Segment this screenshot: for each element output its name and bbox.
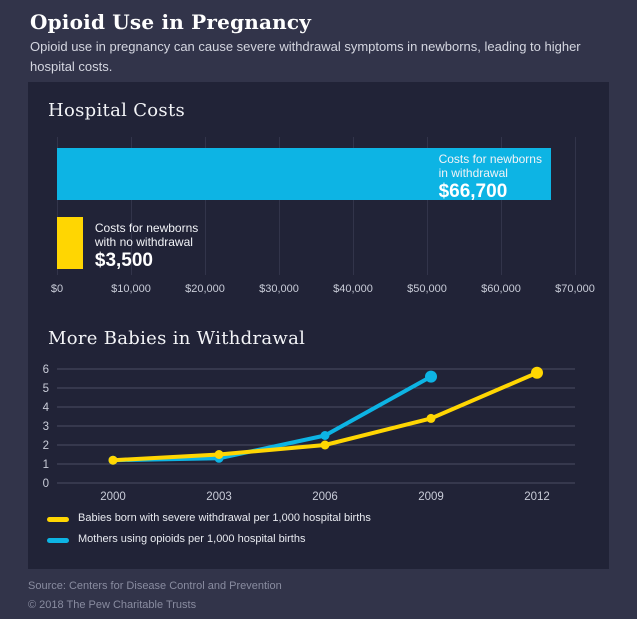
series-point: [320, 440, 330, 450]
page-title: Opioid Use in Pregnancy: [30, 10, 312, 34]
bar-chart-x-tick: $30,000: [259, 283, 299, 295]
bar-chart-gridline: [131, 137, 132, 275]
series-point: [426, 413, 436, 423]
series-point: [214, 450, 224, 459]
legend-swatch: [47, 538, 69, 543]
withdrawal-line-chart: 0 1 2 3 4 5 6 2000 2003 2006 2009 2012: [43, 364, 575, 503]
bar-chart-gridline: [279, 137, 280, 275]
series-point: [425, 370, 437, 383]
legend-label: Mothers using opioids per 1,000 hospital…: [78, 533, 306, 545]
bar-label-costs-newborns-no-withdrawal: Costs for newborns with no withdrawal $3,5…: [94, 221, 199, 271]
bar-label-text: Costs for newborns: [94, 221, 199, 235]
line-chart-x-tick: 2006: [312, 491, 338, 503]
series-point: [531, 366, 543, 379]
chart-panel: Hospital Costs $0 $10,000 $20,000 $30,000 $4…: [28, 82, 609, 569]
bar-label-text: with no withdrawal: [94, 234, 193, 249]
bar-label-text: in withdrawal: [438, 165, 508, 180]
bar-chart-gridline: [205, 137, 206, 275]
legend-label: Babies born with severe withdrawal per 1…: [78, 512, 371, 524]
bar-costs-newborns-in-withdrawal: [57, 148, 551, 200]
bar-chart-gridline: [501, 137, 502, 275]
line-chart-x-tick: 2003: [206, 491, 232, 503]
copyright-note: © 2018 The Pew Charitable Trusts: [28, 599, 197, 611]
page-subtitle: Opioid use in pregnancy can cause severe…: [30, 39, 581, 74]
line-chart-y-tick: 4: [43, 402, 50, 414]
bar-chart-gridline: [57, 137, 58, 275]
line-chart-y-tick: 6: [43, 364, 49, 376]
bar-chart-x-tick: $10,000: [111, 283, 151, 295]
line-chart-x-tick: 2009: [418, 491, 444, 503]
series-point: [108, 455, 118, 465]
bar-chart-gridline: [575, 137, 576, 275]
source-note: Source: Centers for Disease Control and …: [28, 580, 282, 592]
bar-chart-x-tick: $0: [50, 283, 64, 295]
bar-chart-title: Hospital Costs: [48, 100, 186, 121]
line-chart-x-tick: 2012: [524, 491, 550, 503]
line-chart-title: More Babies in Withdrawal: [48, 328, 306, 349]
line-chart-y-tick: 0: [43, 478, 49, 490]
bar-chart-gridline: [427, 137, 428, 275]
bar-chart-gridline: [353, 137, 354, 275]
line-chart-y-tick: 3: [43, 421, 49, 433]
line-chart-y-tick: 1: [43, 459, 49, 471]
bar-chart-x-tick: $50,000: [407, 283, 447, 295]
bar-chart-x-tick: $20,000: [185, 283, 225, 295]
line-chart-y-tick: 2: [43, 440, 49, 452]
bar-chart-x-tick: $60,000: [481, 283, 521, 295]
series-point: [320, 431, 330, 440]
legend-swatch: [47, 517, 69, 522]
series-line: [111, 374, 433, 463]
bar-costs-newborns-no-withdrawal: [57, 217, 83, 269]
bar-value-label: $66,700: [438, 180, 508, 202]
line-chart-x-tick: 2000: [100, 491, 126, 503]
hospital-costs-bar-chart: $0 $10,000 $20,000 $30,000 $40,000 $50,000 $60…: [51, 137, 595, 295]
bar-chart-x-tick: $70,000: [555, 283, 595, 295]
bar-label-costs-newborns-in-withdrawal: Costs for newborns in withdrawal $66,700: [438, 152, 542, 202]
line-chart-y-tick: 5: [43, 383, 49, 395]
bar-label-text: Costs for newborns: [438, 152, 542, 166]
bar-value-label: $3,500: [94, 249, 154, 271]
bar-chart-x-tick: $40,000: [333, 283, 373, 295]
